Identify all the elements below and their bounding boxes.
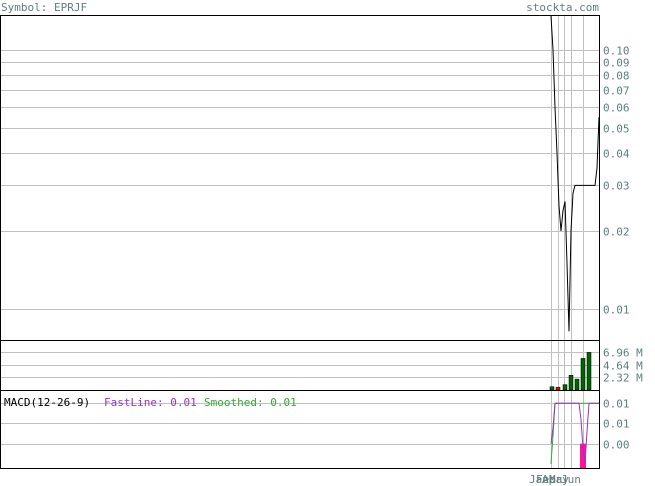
macd-panel: 0.01 0.01 0.00 MACD(12-26-9) FastLine: 0.0… bbox=[0, 390, 630, 469]
price-tick-label-9: 0.01 bbox=[603, 304, 630, 317]
x-tick-label-1: Feb bbox=[536, 473, 556, 486]
macd-gridlines bbox=[1, 403, 599, 445]
site-label: stockta.com bbox=[526, 1, 599, 14]
x-tick-label-3: May bbox=[549, 473, 569, 486]
volume-axis: 6.96 M4.64 M2.32 M bbox=[603, 347, 643, 385]
price-tick-label-2: 0.08 bbox=[603, 70, 630, 83]
x-tick-label-4: Jun bbox=[561, 473, 581, 486]
macd-smoothed-label: Smoothed: 0.01 bbox=[204, 396, 297, 409]
price-tick-label-4: 0.06 bbox=[603, 102, 630, 115]
macd-label: MACD(12-26-9) bbox=[4, 396, 90, 409]
volume-bar-2 bbox=[562, 384, 568, 391]
price-tick-label-6: 0.04 bbox=[603, 148, 630, 161]
price-frame bbox=[0, 15, 600, 341]
price-tick-label-7: 0.03 bbox=[603, 180, 630, 193]
x-tick-label-2: Apr bbox=[542, 473, 562, 486]
price-tick-label-5: 0.05 bbox=[603, 123, 630, 136]
volume-tick-label-0: 6.96 M bbox=[603, 347, 643, 360]
price-axis: 0.100.090.08 0.07 0.06 0.05 0.04 0.03 0.02 0.01 bbox=[603, 45, 630, 317]
price-gridlines bbox=[1, 50, 599, 310]
volume-tick-label-1: 4.64 M bbox=[603, 360, 643, 373]
volume-gridlines bbox=[1, 352, 599, 378]
volume-bar-5 bbox=[580, 358, 586, 391]
volume-bar-4 bbox=[574, 378, 580, 391]
macd-vertical-gridlines bbox=[551, 391, 600, 468]
volume-bar-6 bbox=[586, 352, 592, 391]
macd-axis: 0.01 0.01 0.00 bbox=[603, 398, 630, 452]
macd-tick-label-1: 0.01 bbox=[603, 418, 630, 431]
volume-tick-label-2: 2.32 M bbox=[603, 372, 643, 385]
price-tick-label-0: 0.10 bbox=[603, 45, 630, 58]
volume-bar-0 bbox=[549, 386, 555, 391]
price-tick-label-1: 0.09 bbox=[603, 57, 630, 70]
symbol-label: Symbol: EPRJF bbox=[1, 1, 87, 14]
volume-bars bbox=[549, 352, 592, 391]
volume-panel: 6.96 M4.64 M2.32 M bbox=[0, 340, 643, 391]
x-tick-label-0: Jan bbox=[529, 473, 549, 486]
macd-tick-label-0: 0.01 bbox=[603, 398, 630, 411]
macd-tick-label-2: 0.00 bbox=[603, 439, 630, 452]
volume-bar-1 bbox=[555, 387, 561, 391]
price-line bbox=[550, 15, 600, 332]
price-vertical-gridlines bbox=[551, 16, 600, 340]
macd-fast-line bbox=[550, 402, 599, 464]
macd-fast-label: FastLine: 0.01 bbox=[104, 396, 197, 409]
macd-frame bbox=[0, 390, 600, 469]
price-tick-label-8: 0.02 bbox=[603, 226, 630, 239]
volume-bar-3 bbox=[568, 375, 574, 391]
price-panel: 0.100.090.08 0.07 0.06 0.05 0.04 0.03 0.02 0.01 bbox=[0, 15, 630, 341]
price-tick-label-3: 0.07 bbox=[603, 85, 630, 98]
